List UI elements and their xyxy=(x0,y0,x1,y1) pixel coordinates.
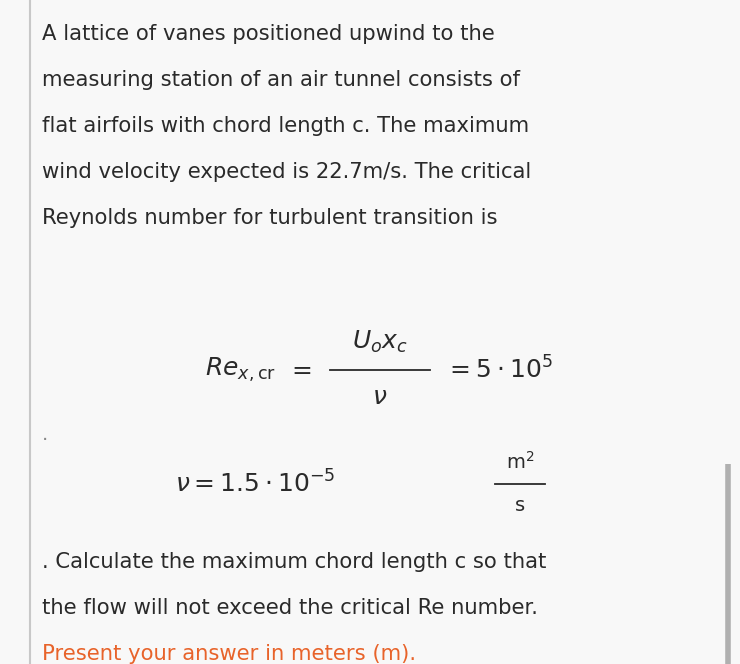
Text: $\mathrm{s}$: $\mathrm{s}$ xyxy=(514,497,525,515)
Text: A lattice of vanes positioned upwind to the: A lattice of vanes positioned upwind to … xyxy=(42,24,495,44)
Text: $\nu = 1.5 \cdot 10^{-5}$: $\nu = 1.5 \cdot 10^{-5}$ xyxy=(175,470,335,497)
Text: $\nu$: $\nu$ xyxy=(372,386,388,410)
Text: flat airfoils with chord length c. The maximum: flat airfoils with chord length c. The m… xyxy=(42,116,529,136)
Text: $U_o x_c$: $U_o x_c$ xyxy=(352,329,408,355)
Text: wind velocity expected is 22.7m/s. The critical: wind velocity expected is 22.7m/s. The c… xyxy=(42,162,531,182)
Text: $= 5 \cdot 10^5$: $= 5 \cdot 10^5$ xyxy=(445,357,553,384)
Text: $\mathrm{m}^2$: $\mathrm{m}^2$ xyxy=(505,451,534,473)
Text: measuring station of an air tunnel consists of: measuring station of an air tunnel consi… xyxy=(42,70,520,90)
Text: Present your answer in meters (m).: Present your answer in meters (m). xyxy=(42,644,416,664)
Text: . Calculate the maximum chord length c so that: . Calculate the maximum chord length c s… xyxy=(42,552,546,572)
Text: $Re_{x,\mathrm{cr}}$: $Re_{x,\mathrm{cr}}$ xyxy=(205,356,276,384)
Text: .: . xyxy=(42,424,48,444)
Text: the flow will not exceed the critical Re number.: the flow will not exceed the critical Re… xyxy=(42,598,538,618)
Text: $=$: $=$ xyxy=(287,359,312,382)
Text: Reynolds number for turbulent transition is: Reynolds number for turbulent transition… xyxy=(42,208,497,228)
